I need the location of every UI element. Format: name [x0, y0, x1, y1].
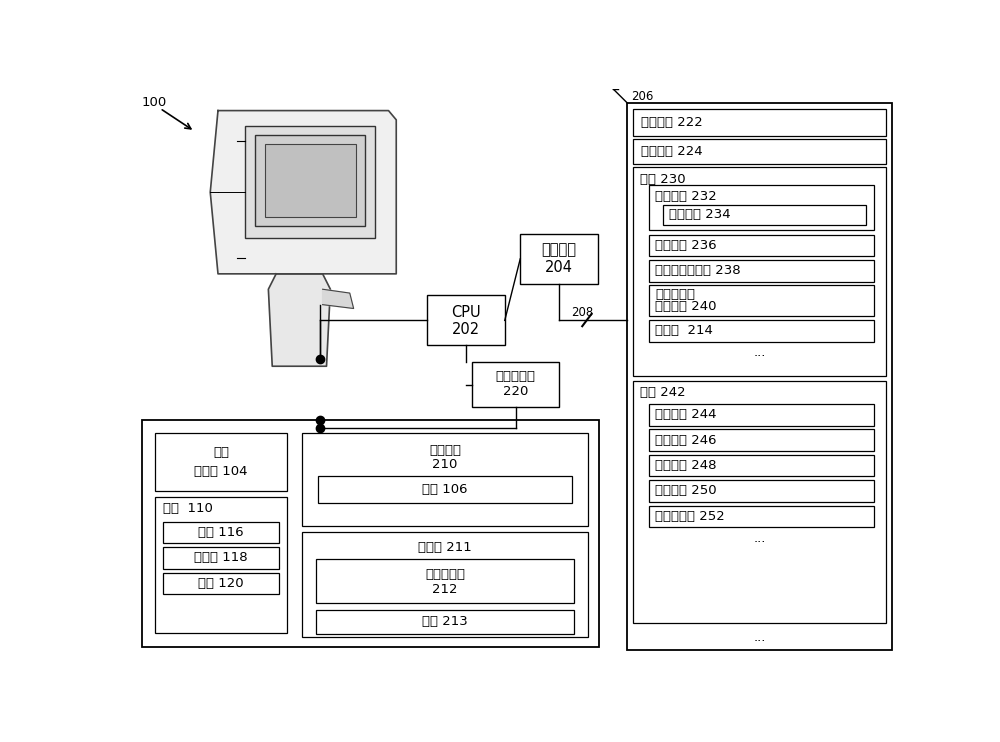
- Bar: [163, 522, 279, 543]
- Bar: [318, 476, 572, 502]
- Text: ...: ...: [754, 532, 766, 545]
- Bar: [245, 126, 375, 237]
- Text: 照明模式 234: 照明模式 234: [669, 209, 731, 221]
- Polygon shape: [268, 274, 330, 367]
- Text: 远程 116: 远程 116: [198, 526, 244, 539]
- Bar: [316, 610, 574, 634]
- Text: 用户设置 250: 用户设置 250: [655, 485, 717, 497]
- Text: 解码器  214: 解码器 214: [655, 324, 713, 338]
- Bar: [649, 455, 874, 476]
- Text: 符号数据 246: 符号数据 246: [655, 433, 717, 447]
- Bar: [427, 295, 505, 346]
- Bar: [649, 404, 874, 425]
- Bar: [316, 559, 574, 603]
- Bar: [633, 139, 886, 164]
- Text: 图像传感器: 图像传感器: [425, 568, 465, 581]
- Polygon shape: [323, 289, 354, 309]
- Text: 通信模块 224: 通信模块 224: [641, 145, 703, 158]
- Bar: [520, 234, 598, 284]
- Bar: [155, 497, 287, 633]
- Bar: [649, 480, 874, 502]
- Bar: [163, 573, 279, 594]
- Text: CPU: CPU: [451, 305, 481, 320]
- Bar: [264, 145, 356, 217]
- Text: 应用 230: 应用 230: [640, 173, 685, 186]
- Text: 装置设置 248: 装置设置 248: [655, 459, 717, 472]
- Bar: [155, 433, 287, 491]
- Bar: [633, 167, 886, 376]
- Bar: [649, 320, 874, 341]
- Text: 212: 212: [432, 583, 458, 596]
- Text: 低角度 118: 低角度 118: [194, 551, 248, 565]
- Text: 208: 208: [571, 306, 593, 319]
- Text: ...: ...: [754, 631, 766, 644]
- Bar: [472, 362, 559, 407]
- Text: 100: 100: [142, 96, 167, 109]
- Text: 图像数据 244: 图像数据 244: [655, 408, 717, 421]
- Text: 距离: 距离: [213, 446, 229, 459]
- Bar: [649, 260, 874, 281]
- Text: 光源  110: 光源 110: [163, 502, 213, 515]
- Text: 210: 210: [432, 458, 458, 470]
- Bar: [649, 430, 874, 451]
- Bar: [142, 420, 599, 647]
- Text: 曝光和增益模块 238: 曝光和增益模块 238: [655, 264, 741, 278]
- Bar: [633, 381, 886, 623]
- Text: 数据 242: 数据 242: [640, 386, 685, 399]
- Bar: [633, 109, 886, 136]
- Text: 图像获取和: 图像获取和: [655, 288, 695, 301]
- Bar: [302, 532, 588, 637]
- Text: ...: ...: [754, 346, 766, 359]
- Bar: [663, 206, 866, 225]
- Text: 204: 204: [545, 260, 573, 275]
- Bar: [255, 135, 365, 226]
- Text: 输入接口: 输入接口: [429, 444, 461, 456]
- Bar: [649, 505, 874, 527]
- Text: 操作逻辑 222: 操作逻辑 222: [641, 116, 703, 129]
- Text: 照明模块 232: 照明模块 232: [655, 189, 717, 203]
- Text: 通信接口: 通信接口: [542, 242, 576, 257]
- Bar: [649, 234, 874, 256]
- Text: 202: 202: [452, 322, 480, 337]
- Text: 镜头 213: 镜头 213: [422, 615, 468, 628]
- Text: 摄像头 211: 摄像头 211: [418, 541, 472, 554]
- Text: 传感器数据 252: 传感器数据 252: [655, 510, 725, 523]
- Text: 穹顶 120: 穹顶 120: [198, 577, 244, 590]
- Text: 按鈕 106: 按鈕 106: [422, 482, 468, 496]
- Text: 处理模块 240: 处理模块 240: [655, 301, 717, 313]
- Bar: [649, 286, 874, 316]
- Text: 无线电装置: 无线电装置: [496, 370, 536, 383]
- Bar: [627, 103, 892, 649]
- Text: 距离模块 236: 距离模块 236: [655, 239, 717, 252]
- Polygon shape: [210, 111, 396, 274]
- Text: 220: 220: [503, 385, 528, 398]
- Bar: [163, 547, 279, 569]
- Bar: [302, 433, 588, 525]
- Text: 206: 206: [631, 91, 653, 103]
- Text: 传感器 104: 传感器 104: [194, 465, 248, 479]
- Bar: [649, 186, 874, 230]
